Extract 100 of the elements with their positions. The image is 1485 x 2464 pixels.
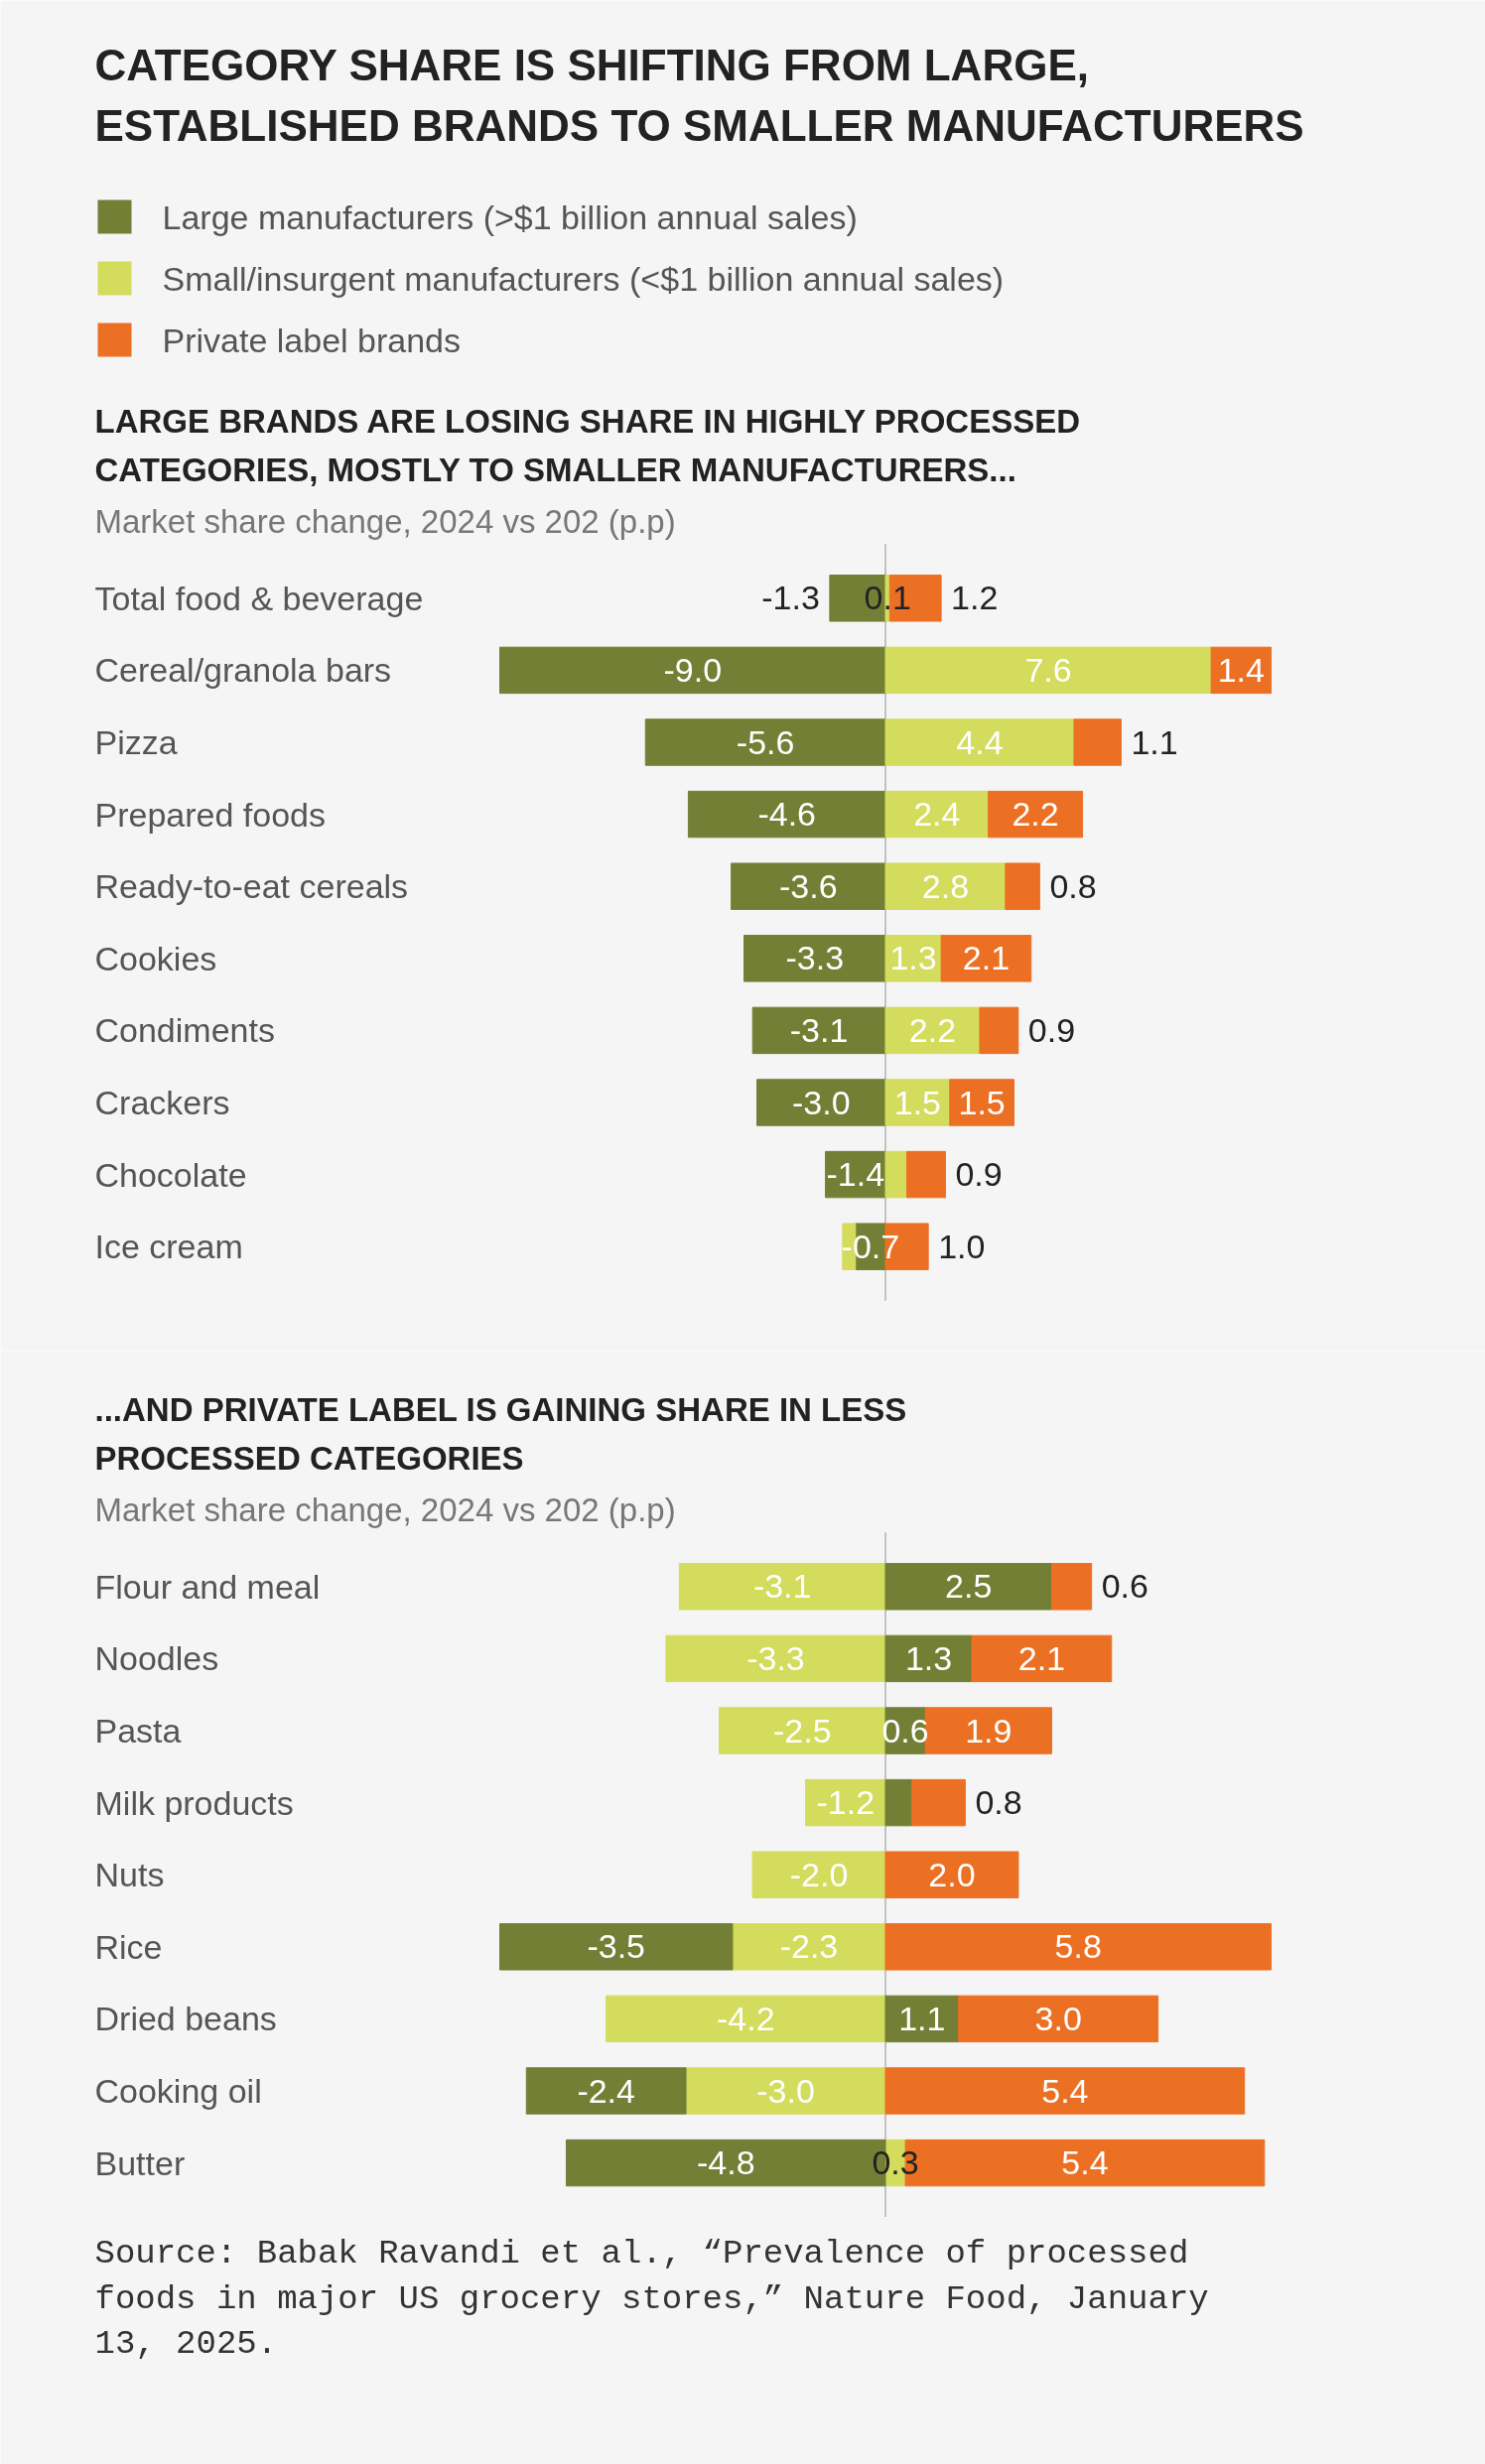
data-label: 0.6 xyxy=(1101,1567,1148,1606)
data-label: -3.0 xyxy=(791,1083,851,1121)
bar xyxy=(665,1634,886,1683)
data-label: -2.3 xyxy=(779,1927,839,1966)
bar xyxy=(911,1778,966,1827)
data-label: 1.5 xyxy=(893,1083,942,1121)
bar xyxy=(499,1923,734,1971)
data-label: -2.0 xyxy=(789,1855,849,1893)
bar xyxy=(743,935,886,982)
category-label: Cereal/granola bars xyxy=(94,651,392,690)
category-label: Ice cream xyxy=(94,1228,243,1266)
category-label: Prepared foods xyxy=(94,795,326,834)
data-label: -5.6 xyxy=(736,722,795,761)
bar xyxy=(971,1634,1113,1683)
bar xyxy=(884,1923,1272,1971)
category-label: Milk products xyxy=(94,1783,294,1822)
category-label: Rice xyxy=(94,1927,163,1966)
bar xyxy=(732,1923,886,1971)
data-label: -3.5 xyxy=(587,1927,646,1966)
category-label: Crackers xyxy=(94,1084,230,1121)
data-label: -4.6 xyxy=(757,795,817,834)
data-label: -0.7 xyxy=(841,1227,900,1265)
category-label: Pizza xyxy=(94,723,178,761)
data-label: 2.2 xyxy=(1012,795,1059,834)
data-label: -3.3 xyxy=(746,1638,805,1677)
data-label: -1.2 xyxy=(816,1783,876,1822)
data-label: 7.6 xyxy=(1024,650,1072,689)
data-label: 2.1 xyxy=(1017,1638,1066,1677)
category-label: Noodles xyxy=(94,1639,219,1678)
data-label: -3.1 xyxy=(752,1567,812,1606)
data-label: 4.4 xyxy=(956,722,1004,761)
bar xyxy=(751,1851,886,1898)
data-label: 2.0 xyxy=(928,1855,976,1893)
data-label: 2.4 xyxy=(913,795,961,834)
data-label: -4.8 xyxy=(696,2143,755,2182)
data-label: 2.1 xyxy=(962,939,1011,977)
bar xyxy=(678,1563,886,1611)
category-label: Flour and meal xyxy=(94,1567,321,1606)
data-label: -3.3 xyxy=(785,939,845,977)
bar xyxy=(949,1079,1014,1126)
category-label: Total food & beverage xyxy=(94,579,424,617)
data-label: -4.2 xyxy=(717,1999,775,2037)
bar xyxy=(1073,718,1122,766)
bar xyxy=(644,718,886,766)
bar xyxy=(884,2067,1246,2115)
data-label: 2.8 xyxy=(921,866,970,905)
source-note: Source: Babak Ravandi et al., “Prevalence of processed foods in major US grocery stores,” Nature Food, January 13, 2025. xyxy=(94,2235,1209,2364)
category-label: Butter xyxy=(94,2143,186,2182)
bar xyxy=(884,1778,913,1827)
bar xyxy=(884,790,990,839)
legend-label: Large manufacturers (>$1 billion annual sales) xyxy=(162,197,858,236)
data-label: 0.1 xyxy=(864,579,911,617)
data-label: 2.5 xyxy=(945,1567,993,1606)
chart-subtitle: LARGE BRANDS ARE LOSING SHARE IN HIGHLY PROCESSED CATEGORIES, MOSTLY TO SMALLER MANUFACTURERS... xyxy=(94,402,1081,489)
bar xyxy=(606,1995,886,2043)
bar xyxy=(884,1563,1052,1611)
category-label: Nuts xyxy=(94,1856,165,1894)
bar xyxy=(525,2067,687,2115)
bar xyxy=(958,1995,1159,2043)
bar xyxy=(884,862,1007,910)
category-label: Ready-to-eat cereals xyxy=(94,867,409,906)
bar xyxy=(751,1006,886,1055)
data-label: 1.5 xyxy=(958,1083,1006,1121)
bar xyxy=(884,1150,908,1199)
x-axis-title: Market share change, 2024 vs 202 (p.p) xyxy=(94,502,676,540)
data-label: 5.8 xyxy=(1054,1927,1102,1966)
legend-label: Small/insurgent manufacturers (<$1 billion annual sales) xyxy=(162,259,1005,298)
data-label: 0.9 xyxy=(1027,1010,1076,1049)
category-label: Dried beans xyxy=(94,2000,277,2038)
category-label: Pasta xyxy=(94,1712,182,1750)
x-axis-title: Market share change, 2024 vs 202 (p.p) xyxy=(94,1491,676,1528)
data-label: -3.1 xyxy=(789,1010,849,1049)
legend-label: Private label brands xyxy=(162,321,462,359)
chart-title: ...AND PRIVATE LABEL IS GAINING SHARE IN LESS PROCESSED CATEGORIES xyxy=(94,1390,907,1478)
data-label: 2.2 xyxy=(908,1010,957,1049)
category-label: Cookies xyxy=(94,939,217,977)
data-label: -1.4 xyxy=(826,1155,885,1194)
data-label: -2.4 xyxy=(577,2071,635,2110)
bar xyxy=(685,2067,886,2115)
data-label: 1.0 xyxy=(938,1227,986,1265)
bar xyxy=(499,646,886,695)
bar xyxy=(756,1079,886,1126)
data-label: 1.2 xyxy=(951,579,999,617)
data-label: 0.3 xyxy=(872,2143,919,2182)
bar xyxy=(884,718,1075,766)
bar xyxy=(988,790,1084,839)
data-label: 3.0 xyxy=(1034,1999,1082,2037)
bar xyxy=(940,935,1032,982)
bar xyxy=(979,1006,1019,1055)
category-label: Condiments xyxy=(94,1011,275,1050)
data-label: 0.9 xyxy=(955,1155,1003,1194)
data-label: -1.3 xyxy=(761,579,820,617)
data-label: 0.8 xyxy=(975,1783,1022,1822)
bar xyxy=(884,646,1212,695)
bar xyxy=(1005,862,1040,910)
bar xyxy=(884,1851,1019,1898)
data-label: 0.8 xyxy=(1049,866,1097,905)
data-label: 5.4 xyxy=(1061,2143,1109,2182)
data-label: 1.9 xyxy=(965,1711,1012,1750)
data-label: 1.4 xyxy=(1217,650,1265,689)
